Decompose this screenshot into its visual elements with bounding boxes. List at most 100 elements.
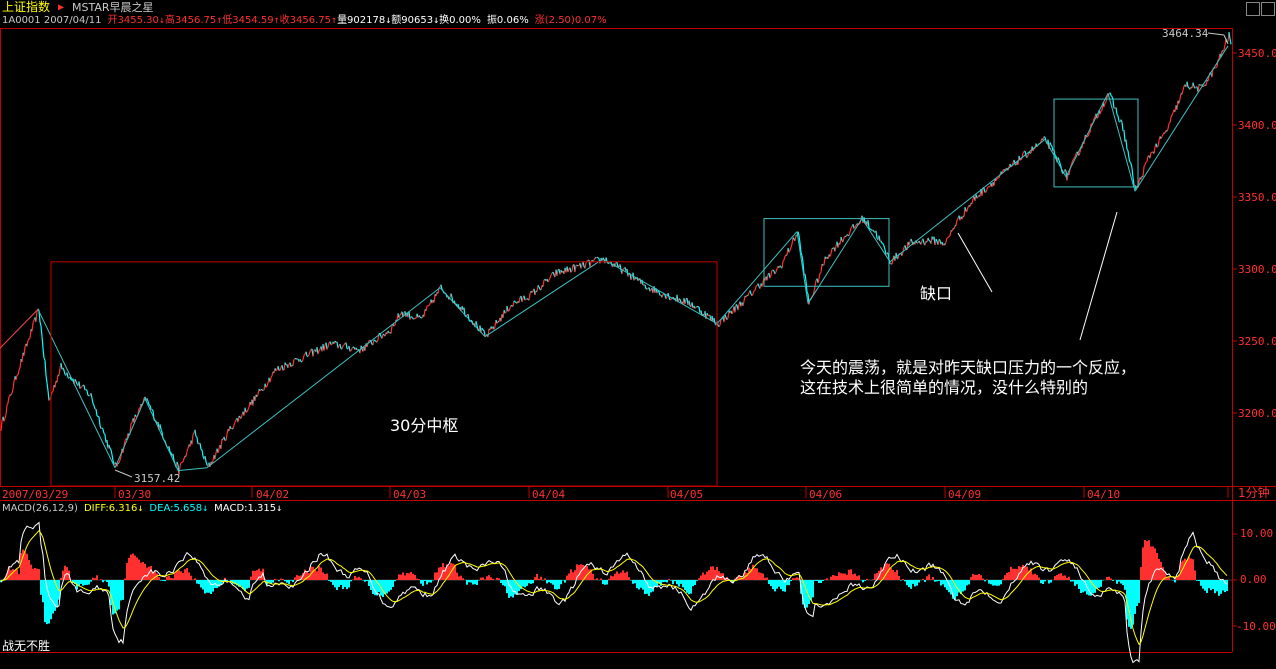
min-leader-line	[114, 469, 133, 478]
price-segment	[814, 280, 817, 287]
price-segment	[576, 264, 579, 267]
price-segment	[774, 271, 777, 275]
price-segment	[169, 451, 172, 454]
price-segment	[1104, 101, 1107, 104]
price-segment	[1186, 81, 1189, 88]
up-arrow-icon: ↑	[273, 15, 280, 26]
price-segment	[848, 232, 851, 236]
price-segment	[1032, 148, 1035, 152]
price-segment	[985, 189, 988, 193]
price-segment	[283, 362, 286, 371]
index-name[interactable]: 上证指数	[2, 0, 51, 14]
down-arrow-icon: ↓	[202, 503, 209, 514]
price-segment	[323, 345, 326, 351]
price-segment	[1187, 86, 1190, 89]
price-segment	[1129, 161, 1132, 164]
price-segment	[1161, 134, 1164, 137]
price-segment	[1103, 102, 1106, 108]
price-segment	[114, 462, 117, 465]
price-segment	[1143, 164, 1146, 167]
price-segment	[922, 238, 925, 244]
stroke-line	[177, 467, 208, 472]
price-segment	[35, 311, 38, 323]
close-button[interactable]	[1261, 2, 1275, 16]
price-segment	[885, 252, 888, 255]
price-segment	[301, 359, 304, 362]
price-segment	[1199, 84, 1202, 86]
up-arrow-icon: ↑	[331, 15, 338, 26]
price-segment	[312, 350, 315, 357]
time-tick: 04/05	[670, 488, 704, 501]
price-segment	[719, 319, 722, 326]
price-segment	[343, 342, 346, 346]
price-segment	[1054, 154, 1057, 157]
price-segment	[247, 406, 250, 410]
price-segment	[1074, 153, 1077, 158]
price-segment	[1160, 136, 1163, 139]
turnover-value: 换0.00%	[439, 15, 481, 26]
macd-tick-neg10: -10.00	[1236, 620, 1276, 633]
price-segment	[327, 342, 330, 347]
price-segment	[31, 322, 34, 332]
price-segment	[58, 368, 61, 376]
down-arrow-icon: ↓	[276, 503, 283, 514]
price-segment	[1182, 86, 1185, 91]
price-segment	[194, 429, 197, 437]
price-segment	[920, 240, 923, 245]
price-segment	[1072, 158, 1075, 161]
down-arrow-icon: ↓	[433, 15, 440, 26]
price-segment	[118, 459, 121, 464]
price-segment	[829, 253, 832, 257]
stroke-line	[144, 398, 179, 471]
comment-line-2: 这在技术上很简单的情况，没什么特别的	[800, 378, 1089, 397]
price-segment	[947, 235, 950, 239]
price-segment	[382, 333, 385, 336]
price-segment	[234, 419, 237, 423]
price-segment	[90, 393, 93, 399]
price-segment	[878, 235, 881, 242]
price-segment	[1176, 100, 1179, 110]
price-segment	[1116, 114, 1119, 117]
price-segment	[419, 316, 422, 319]
price-tick-3450: 3450.0	[1238, 47, 1276, 60]
price-segment	[26, 340, 29, 347]
price-segment	[751, 293, 754, 296]
price-segment	[953, 225, 956, 230]
price-segment	[134, 414, 137, 417]
price-segment	[185, 451, 188, 457]
price-segment	[1115, 107, 1118, 115]
price-segment	[69, 376, 72, 380]
price-segment	[85, 388, 88, 391]
price-segment	[91, 398, 94, 404]
down-arrow-icon: ↓	[137, 503, 144, 514]
period-label[interactable]: 1分钟	[1238, 486, 1270, 500]
price-segment	[0, 421, 3, 431]
price-segment	[910, 238, 913, 242]
price-segment	[182, 458, 185, 463]
price-segment	[1110, 95, 1113, 98]
price-segment	[1194, 86, 1197, 89]
stroke-line	[1044, 139, 1067, 178]
price-segment	[418, 315, 421, 318]
price-segment	[56, 374, 59, 383]
price-segment	[924, 241, 927, 246]
price-segment	[1050, 144, 1053, 147]
price-segment	[993, 178, 996, 186]
price-segment	[506, 305, 509, 312]
price-segment	[752, 290, 755, 294]
footer-label: 战无不胜	[2, 639, 51, 653]
price-segment	[938, 238, 941, 241]
window-button[interactable]	[1246, 2, 1260, 16]
price-segment	[259, 389, 262, 392]
indicator-name[interactable]: MSTAR早晨之星	[72, 1, 154, 14]
price-segment	[1223, 44, 1226, 51]
high-value: 高3456.75	[164, 15, 217, 26]
time-tick: 04/03	[393, 488, 427, 501]
stroke-line	[602, 258, 718, 325]
price-tick-3400: 3400.0	[1238, 119, 1276, 132]
price-segment	[62, 367, 65, 371]
price-segment	[45, 375, 48, 383]
price-segment	[43, 357, 46, 361]
price-segment	[853, 226, 856, 229]
